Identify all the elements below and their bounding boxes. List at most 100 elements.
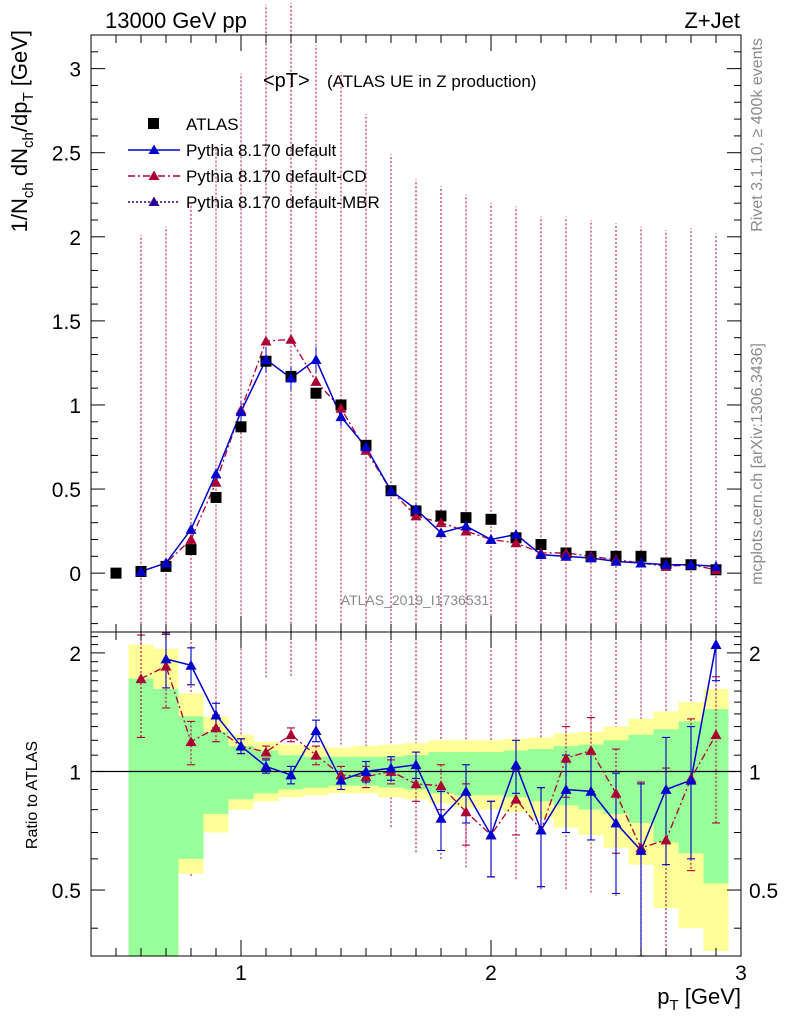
legend-label-default: Pythia 8.170 default: [186, 141, 337, 160]
ratio-y-tick-label: 2: [69, 643, 81, 666]
ratio-band-inner: [203, 731, 229, 814]
main-y-axis-label: 1/Nch dNch/dpT [GeV]: [7, 30, 37, 232]
ratio-y-tick-label-right: 0.5: [749, 880, 778, 903]
pythia-cd-point: [185, 534, 197, 544]
atlas-data-point: [460, 512, 472, 524]
ratio-y-tick-label: 0.5: [52, 880, 81, 903]
main-y-tick-label: 1.5: [52, 311, 81, 334]
ratio-panel: 0.5 0.5 1 1 2 2 1 2 3 Ratio to ATLAS pT [GeV]: [24, 631, 778, 1014]
pythia-cd-point: [335, 402, 347, 413]
series-line-pythia-cd: [140, 338, 717, 573]
main-y-tick-label: 2: [69, 227, 81, 250]
ratio-x-tick-label: 3: [735, 962, 747, 985]
ratio-band-inner: [478, 752, 504, 796]
atlas-data-point: [185, 544, 197, 556]
atlas-data-point: [535, 539, 547, 551]
ratio-x-axis-label: pT [GeV]: [657, 984, 741, 1014]
pythia-default-point: [410, 503, 422, 514]
pythia-default-point: [210, 468, 222, 479]
pythia-default-point: [485, 534, 497, 544]
ratio-cd-point: [560, 752, 572, 763]
pythia-default-point: [385, 485, 397, 496]
ratio-default-point: [460, 785, 472, 796]
ratio-y-tick-label: 1: [69, 761, 81, 784]
main-y-tick-label: 1: [69, 395, 81, 418]
pythia-cd-point: [410, 510, 422, 521]
ratio-cd-point: [660, 834, 672, 845]
ratio-cd-point: [410, 778, 422, 789]
ratio-default-point: [285, 769, 297, 780]
pythia-default-point: [635, 557, 647, 568]
ratio-y-tick-label-right: 2: [749, 643, 761, 666]
ratio-cd-point: [335, 769, 347, 780]
legend: ATLAS Pythia 8.170 default Pythia 8.170 …: [128, 115, 380, 212]
main-axes: 0 0.5 1 1.5 2 2.5 3: [52, 35, 741, 632]
ratio-default-point: [610, 817, 622, 828]
ratio-default-point: [260, 760, 272, 771]
ratio-default-point: [510, 759, 522, 770]
side-label-rivet: Rivet 3.1.10, ≥ 400k events: [749, 38, 766, 232]
ratio-cd-point: [460, 806, 472, 817]
main-y-tick-label: 0: [69, 563, 81, 586]
pythia-default-point: [310, 354, 322, 364]
ratio-default-point: [710, 639, 722, 649]
ratio-default-point: [685, 774, 697, 785]
ratio-default-point: [410, 759, 422, 770]
header-left: 13000 GeV pp: [105, 8, 247, 33]
atlas-data-point: [485, 513, 497, 525]
side-label-mcplots: mcplots.cern.ch [arXiv:1306.3436]: [749, 343, 766, 585]
pythia-cd-point: [310, 375, 322, 386]
pythia-default-point: [585, 552, 597, 563]
ratio-default-point: [210, 709, 222, 720]
legend-marker-default: [148, 144, 160, 154]
ratio-default-point: [385, 762, 397, 773]
ratio-band-inner: [153, 688, 179, 956]
pythia-cd-point: [435, 517, 447, 528]
atlas-data-point: [635, 550, 647, 562]
pythia-default-point: [560, 550, 572, 561]
ratio-y-axis-label: Ratio to ATLAS: [24, 741, 41, 849]
pythia-default-point: [535, 549, 547, 560]
pythia-default-point: [360, 441, 372, 452]
atlas-data-point: [210, 491, 222, 503]
ratio-default-point: [335, 774, 347, 785]
ratio-cd-point: [260, 746, 272, 757]
main-title-main: <pT>: [263, 70, 310, 92]
ratio-cd-point: [310, 749, 322, 760]
legend-label-atlas: ATLAS: [186, 115, 239, 134]
pythia-default-point: [135, 565, 147, 576]
legend-marker-mbr: [148, 196, 160, 206]
pythia-cd-point: [210, 476, 222, 487]
atlas-data-point: [435, 510, 447, 522]
ratio-cd-point: [435, 780, 447, 791]
ratio-line-pythia-cd: [140, 665, 717, 849]
main-y-tick-label: 0.5: [52, 479, 81, 502]
ratio-marks: [91, 631, 741, 957]
pythia-default-point: [510, 528, 522, 539]
ratio-default-point: [160, 653, 172, 664]
ratio-cd-point: [510, 793, 522, 804]
ratio-default-point: [585, 785, 597, 796]
legend-label-cd: Pythia 8.170 default-CD: [186, 167, 367, 186]
analysis-label: ATLAS_2019_I1736531: [341, 592, 490, 608]
ratio-default-point: [485, 829, 497, 840]
ratio-x-tick-label: 1: [235, 962, 247, 985]
series-line-pythia-default: [140, 358, 717, 573]
ratio-band-inner: [228, 746, 254, 800]
ratio-default-point: [635, 845, 647, 855]
pythia-default-point: [660, 559, 672, 570]
ratio-cd-point: [585, 745, 597, 755]
pythia-cd-point: [510, 537, 522, 548]
ratio-cd-point: [360, 771, 372, 782]
ratio-default-point: [235, 740, 247, 751]
ratio-cd-point: [710, 729, 722, 740]
main-y-tick-label: 3: [69, 59, 81, 82]
legend-marker-atlas: [148, 118, 159, 129]
pythia-default-point: [435, 527, 447, 538]
pythia-default-point: [710, 560, 722, 571]
atlas-data-point: [110, 567, 122, 579]
ratio-default-point: [310, 725, 322, 735]
pythia-cd-point: [460, 525, 472, 536]
pythia-cd-point: [285, 333, 297, 344]
